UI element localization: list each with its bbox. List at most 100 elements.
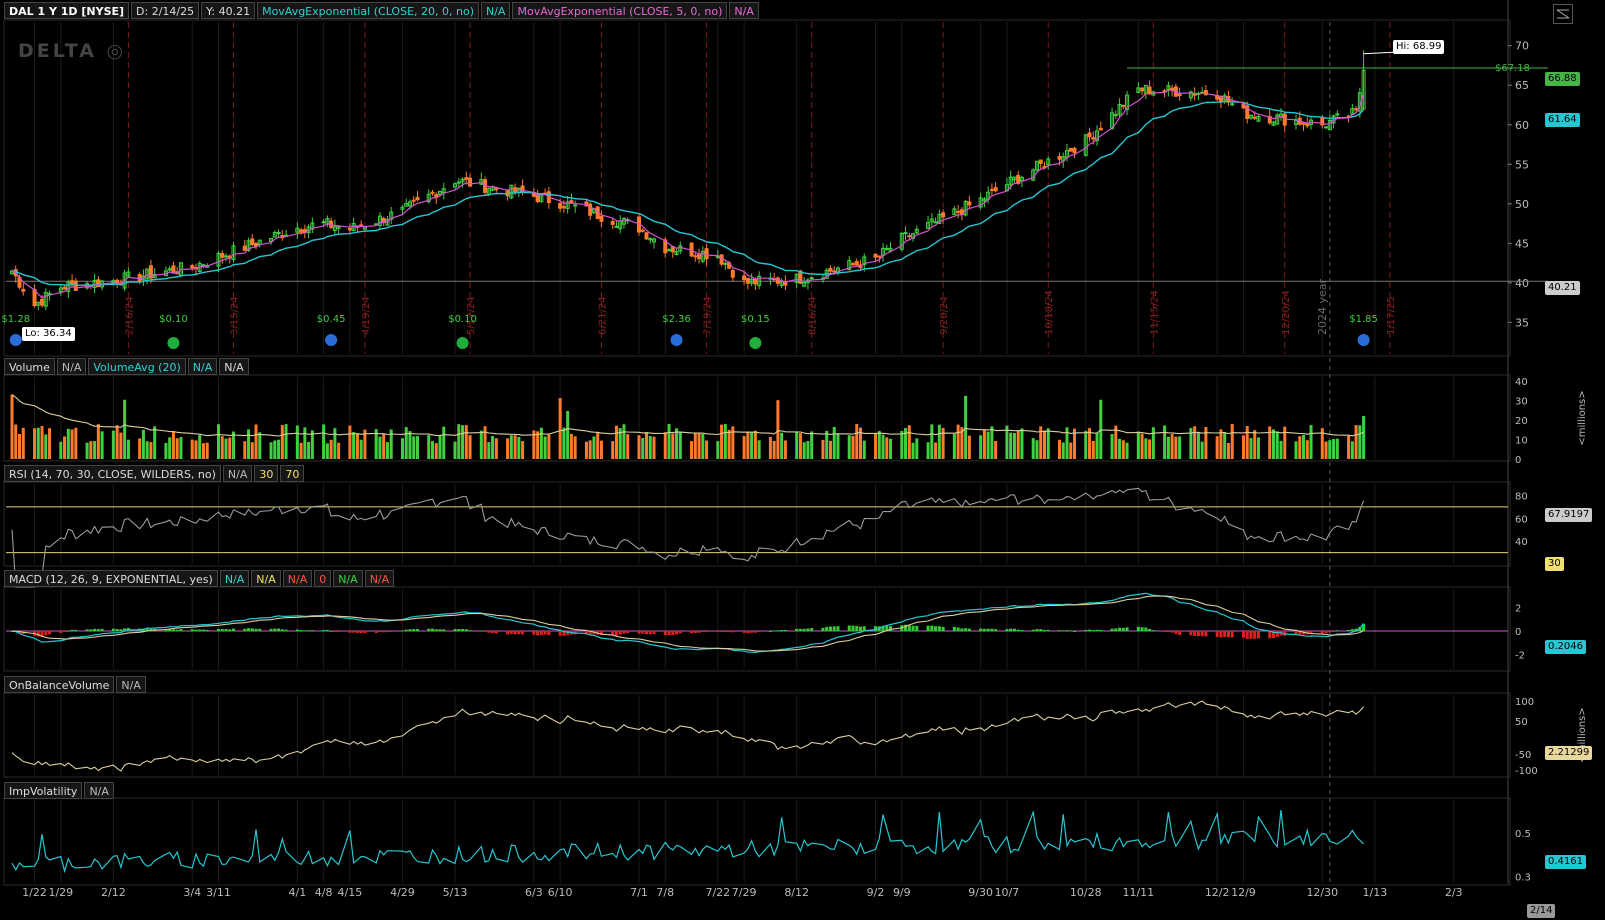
candle-body (295, 227, 300, 233)
macd-histogram-bar (299, 629, 303, 631)
volume-bar (982, 429, 986, 459)
volume-bar (881, 434, 885, 459)
candle-body (1256, 116, 1261, 122)
candle-body (201, 264, 206, 267)
expiration-date-label: 11/15/24 (1149, 290, 1160, 335)
price-y-tick: 50 (1515, 198, 1529, 211)
volume-bar (956, 424, 960, 459)
volume-bar (333, 428, 337, 459)
volume-bar (934, 442, 938, 459)
macd-histogram-bar (667, 631, 671, 636)
dividend-label: $0.10 (448, 314, 477, 325)
ema5-label[interactable]: MovAvgExponential (CLOSE, 5, 0, no) (512, 2, 728, 19)
ema20-label[interactable]: MovAvgExponential (CLOSE, 20, 0, no) (257, 2, 479, 19)
symbol-label[interactable]: DAL 1 Y 1D [NYSE] (4, 2, 130, 19)
macd-histogram-bar (337, 631, 341, 632)
dividend-label: $1.85 (1349, 314, 1378, 325)
last-price-tag: 66.88 (1545, 72, 1580, 86)
iv-title[interactable]: ImpVolatility (4, 782, 83, 799)
volume-bar (667, 424, 671, 459)
x-tick-label: 7/1 (630, 886, 648, 899)
volume-bar (1328, 440, 1332, 459)
candle-body (978, 197, 983, 208)
candle-body (933, 221, 938, 224)
expiration-date-label: 3/15/24 (230, 296, 241, 335)
volume-bar (1230, 423, 1234, 459)
volume-bar (644, 432, 648, 459)
volume-bar (750, 432, 754, 459)
volume-bar (1035, 440, 1039, 459)
volume-bar (1309, 425, 1313, 459)
volume-bar (1298, 436, 1302, 459)
volume-bar (1305, 440, 1309, 459)
macd-histogram-bar (269, 628, 273, 631)
macd-histogram-bar (671, 631, 675, 635)
candle-body (1245, 105, 1250, 119)
price-y-tick: 70 (1515, 40, 1529, 53)
year-label: 2024 year (1316, 278, 1329, 335)
macd-title[interactable]: MACD (12, 26, 9, EXPONENTIAL, yes) (4, 570, 218, 587)
macd-value-5: N/A (333, 570, 363, 587)
volume-bar (1253, 430, 1257, 459)
volume-title[interactable]: Volume (4, 358, 55, 375)
macd-histogram-bar (123, 628, 127, 631)
macd-histogram-bar (487, 631, 491, 633)
candle-body (809, 277, 814, 280)
volume-y-tick: 20 (1515, 416, 1528, 427)
volume-bar (85, 442, 89, 459)
candle-body (1203, 90, 1208, 96)
volume-bar (115, 425, 119, 459)
macd-histogram-bar (941, 626, 945, 631)
candle-body (614, 225, 619, 228)
delta-logo: DELTA ◎ (18, 40, 127, 62)
rsi-line (11, 487, 1365, 588)
candle-body (730, 269, 735, 278)
volume-y-tick: 30 (1515, 396, 1528, 407)
volume-bar (1271, 429, 1275, 459)
panel-menu-icon[interactable] (1553, 4, 1573, 24)
candle-body (426, 193, 431, 203)
macd-histogram-bar (1114, 628, 1118, 631)
volume-bar (994, 441, 998, 459)
macd-histogram-bar (258, 628, 262, 631)
candle-body (1083, 134, 1088, 156)
volume-bar (569, 433, 573, 459)
volume-bar (889, 438, 893, 459)
macd-histogram-bar (693, 631, 697, 634)
candle-body (1140, 87, 1145, 92)
macd-histogram-bar (1215, 631, 1219, 637)
macd-histogram-bar (611, 631, 615, 636)
obv-title[interactable]: OnBalanceVolume (4, 676, 115, 693)
macd-histogram-bar (415, 628, 419, 631)
volume-bar (348, 425, 352, 459)
macd-histogram-bar (994, 629, 998, 631)
volume-bar (1031, 438, 1035, 459)
candle-body (1034, 160, 1039, 171)
volume-avg-label[interactable]: VolumeAvg (20) (88, 358, 186, 375)
candle-body (1230, 103, 1235, 106)
volume-bar (1088, 428, 1092, 459)
macd-histogram-bar (36, 631, 40, 637)
candle-body (254, 242, 259, 247)
rsi-title[interactable]: RSI (14, 70, 30, CLOSE, WILDERS, no) (4, 465, 221, 482)
volume-bar (1091, 441, 1095, 459)
candle-body (798, 270, 803, 284)
rsi-header: RSI (14, 70, 30, CLOSE, WILDERS, no) N/A… (4, 465, 306, 482)
candle-body (847, 260, 852, 271)
candle-body (148, 265, 153, 279)
price-y-tick: 35 (1515, 316, 1529, 329)
candle-body (779, 281, 784, 286)
macd-histogram-bar (1328, 631, 1332, 633)
candle-body (565, 201, 570, 209)
candle-body (347, 227, 352, 231)
volume-bar (1042, 430, 1046, 459)
macd-histogram-bar (513, 631, 517, 635)
volume-bar (479, 430, 483, 459)
candle-body (430, 191, 435, 194)
macd-histogram-bar (517, 631, 521, 635)
volume-bar (675, 428, 679, 459)
candle-body (216, 252, 221, 267)
expiration-date-label: 9/20/24 (939, 296, 950, 335)
volume-bar (10, 394, 14, 459)
